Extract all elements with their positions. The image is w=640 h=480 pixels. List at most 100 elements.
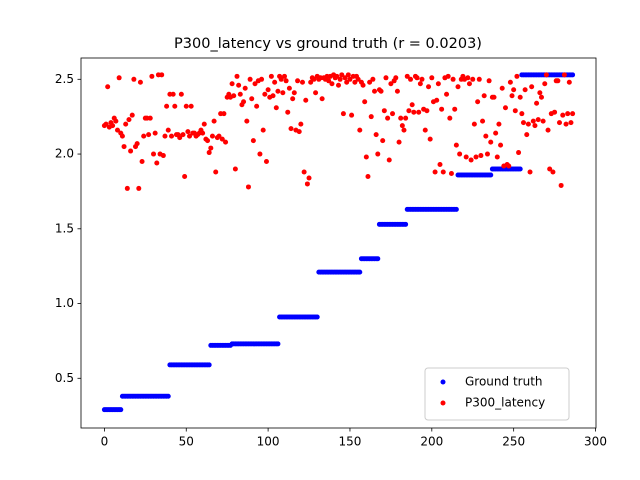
point (262, 91, 268, 97)
point (452, 106, 458, 112)
point (110, 123, 116, 129)
point (453, 206, 459, 212)
point (403, 115, 409, 121)
point (208, 145, 214, 151)
point (280, 90, 286, 96)
point (517, 166, 523, 172)
point (352, 79, 358, 85)
point (455, 84, 461, 90)
point (278, 76, 284, 82)
point (463, 154, 469, 160)
point (375, 151, 381, 157)
point (347, 76, 353, 82)
point (128, 148, 134, 154)
point (236, 82, 242, 88)
point (319, 96, 325, 102)
point (124, 185, 130, 191)
point (483, 133, 489, 139)
point (516, 150, 522, 156)
point (234, 73, 240, 79)
point (337, 76, 343, 82)
point (439, 106, 445, 112)
y-tick-label: 2.0 (55, 147, 74, 161)
point (558, 182, 564, 188)
point (445, 73, 451, 79)
point (183, 103, 189, 109)
point (466, 81, 472, 87)
y-tick-label: 1.0 (55, 296, 74, 310)
point (165, 127, 171, 133)
point (543, 72, 549, 78)
point (570, 72, 576, 78)
point (116, 75, 122, 81)
point (429, 75, 435, 81)
point (362, 99, 368, 105)
point (314, 314, 320, 320)
point (517, 94, 523, 100)
point (398, 115, 404, 121)
point (209, 133, 215, 139)
y-tick-label: 0.5 (55, 371, 74, 385)
point (129, 112, 135, 118)
point (295, 78, 301, 84)
point (232, 166, 238, 172)
point (182, 173, 188, 179)
point (211, 118, 217, 124)
point (422, 127, 428, 133)
point (355, 76, 361, 82)
point (450, 76, 456, 82)
point (388, 81, 394, 87)
point (363, 154, 369, 160)
point (336, 82, 341, 88)
point (427, 136, 433, 142)
point (538, 94, 544, 100)
point (502, 105, 508, 111)
point (493, 130, 499, 136)
x-tick-label: 250 (502, 435, 525, 449)
point (534, 100, 540, 106)
point (241, 99, 247, 105)
point (365, 173, 371, 179)
point (313, 90, 319, 96)
point (432, 169, 438, 175)
point (137, 79, 143, 85)
point (360, 82, 366, 88)
point (201, 121, 207, 127)
point (488, 172, 494, 178)
point (272, 79, 278, 85)
point (448, 170, 454, 176)
point (393, 75, 399, 81)
point (367, 79, 373, 85)
point (152, 130, 158, 136)
legend-marker (440, 379, 446, 385)
point (561, 72, 567, 78)
point (409, 102, 415, 108)
point (524, 132, 530, 138)
point (118, 407, 124, 413)
point (480, 118, 486, 124)
point (496, 121, 502, 127)
point (244, 118, 250, 124)
point (525, 121, 531, 127)
point (281, 73, 287, 79)
point (434, 97, 440, 103)
point (563, 121, 569, 127)
point (229, 81, 235, 87)
point (527, 169, 533, 175)
point (178, 91, 184, 97)
x-tick-label: 200 (420, 435, 443, 449)
point (164, 103, 170, 109)
x-tick-label: 300 (584, 435, 607, 449)
point (465, 75, 471, 81)
point (329, 81, 335, 87)
point (520, 120, 526, 126)
point (213, 169, 219, 175)
point (165, 393, 171, 399)
point (394, 88, 400, 94)
point (555, 78, 561, 84)
point (263, 159, 269, 165)
point (435, 81, 441, 87)
point (301, 169, 307, 175)
point (216, 133, 222, 139)
point (105, 84, 111, 90)
